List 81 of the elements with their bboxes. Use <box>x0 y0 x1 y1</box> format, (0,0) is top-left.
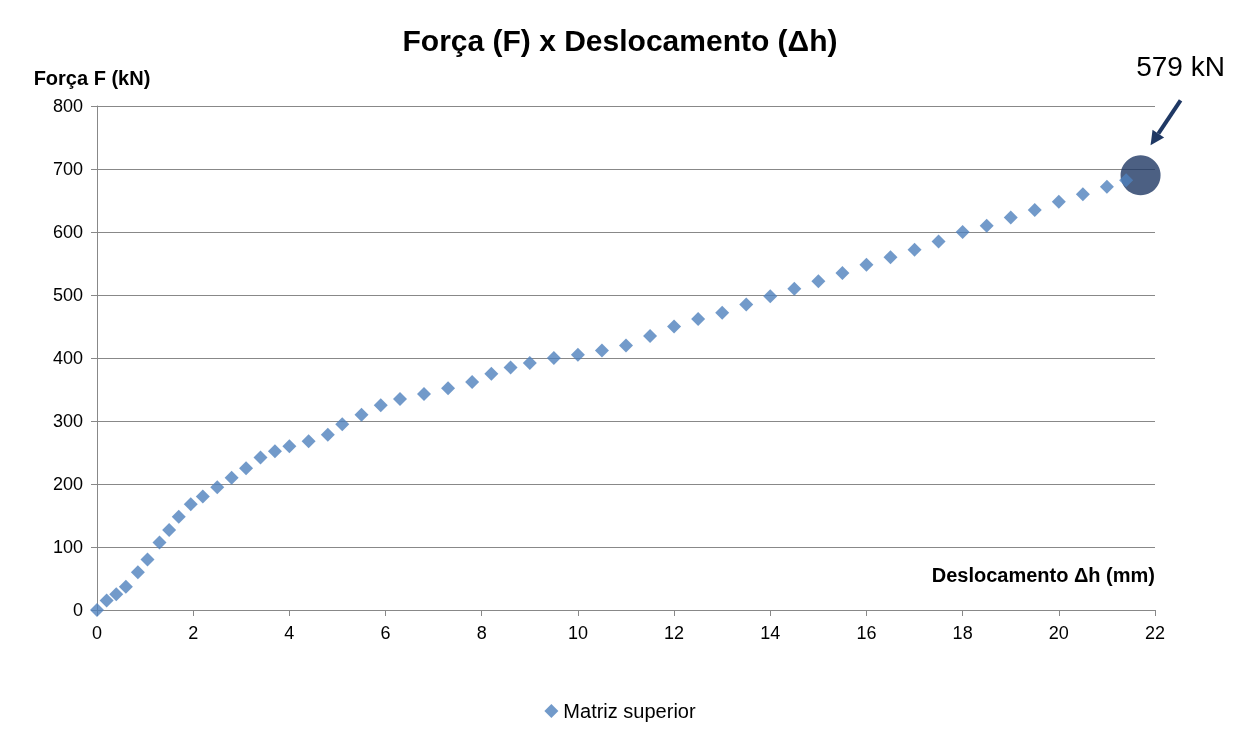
point <box>267 444 282 459</box>
x-tick-label: 22 <box>1144 623 1166 643</box>
point <box>1119 173 1134 188</box>
point <box>979 218 994 233</box>
point <box>546 351 561 365</box>
point <box>301 434 316 449</box>
point <box>955 225 970 239</box>
point <box>335 417 350 432</box>
point <box>594 343 609 358</box>
x-tick-label: 20 <box>1048 623 1069 643</box>
point <box>183 497 198 512</box>
point <box>619 338 633 353</box>
x-tick-label: 6 <box>380 623 391 643</box>
point <box>787 281 802 296</box>
point <box>162 522 177 537</box>
x-tick-label: 8 <box>476 623 487 643</box>
point <box>373 398 388 413</box>
point <box>465 374 480 389</box>
point <box>320 427 335 442</box>
point <box>1003 210 1018 225</box>
text: 579 kN <box>1136 50 1225 82</box>
point <box>354 407 369 422</box>
x-tick-label: 2 <box>188 623 199 643</box>
point <box>239 461 254 476</box>
point <box>691 311 706 326</box>
x-tick-label: 0 <box>91 623 103 643</box>
y-axis-title: Força F (kN) <box>33 67 151 89</box>
point <box>503 360 518 375</box>
point <box>1075 187 1090 202</box>
point <box>99 593 114 608</box>
point <box>109 587 124 602</box>
point <box>130 565 145 580</box>
point <box>392 391 407 406</box>
point <box>1099 179 1114 194</box>
point <box>1051 194 1066 209</box>
x-axis-title: Deslocamento Δh (mm) <box>931 564 1155 586</box>
point <box>417 386 432 401</box>
point <box>907 242 922 257</box>
x-tick-label: 16 <box>856 623 877 643</box>
point <box>441 381 456 396</box>
x-tick-label: 14 <box>760 623 781 643</box>
point <box>667 319 682 334</box>
legend-label: Matriz superior <box>563 700 696 722</box>
point <box>643 328 658 343</box>
point <box>883 250 898 265</box>
y-tick-label: 400 <box>52 348 83 368</box>
y-tick-label: 600 <box>52 222 83 242</box>
point <box>171 509 186 524</box>
y-tick-label: 100 <box>52 537 83 557</box>
point <box>859 257 874 272</box>
point <box>118 579 133 594</box>
point <box>90 603 104 617</box>
point <box>152 535 167 550</box>
point <box>763 289 778 304</box>
point <box>522 356 537 371</box>
y-tick-label: 700 <box>52 159 83 179</box>
point <box>811 274 826 289</box>
y-tick-label: 500 <box>52 285 83 305</box>
point <box>282 439 297 454</box>
y-tick-label: 300 <box>52 411 83 431</box>
point <box>224 470 239 485</box>
x-tick-label: 4 <box>284 623 295 643</box>
chart-title: Força (F) x Deslocamento (Δh) <box>402 23 838 57</box>
point <box>1120 155 1161 196</box>
x-tick-label: 12 <box>664 623 685 643</box>
point <box>484 366 499 381</box>
point <box>739 297 754 312</box>
point <box>931 234 946 249</box>
x-tick-label: 10 <box>567 623 588 643</box>
y-tick-label: 0 <box>72 600 83 620</box>
point <box>835 265 850 280</box>
point <box>253 450 268 465</box>
point <box>140 552 155 567</box>
x-tick-label: 18 <box>952 623 973 643</box>
point <box>570 347 585 362</box>
point <box>195 489 210 504</box>
point <box>715 305 730 320</box>
y-tick-label: 200 <box>52 474 83 494</box>
point <box>210 480 225 495</box>
point <box>1027 202 1042 217</box>
y-tick-label: 800 <box>52 96 83 116</box>
